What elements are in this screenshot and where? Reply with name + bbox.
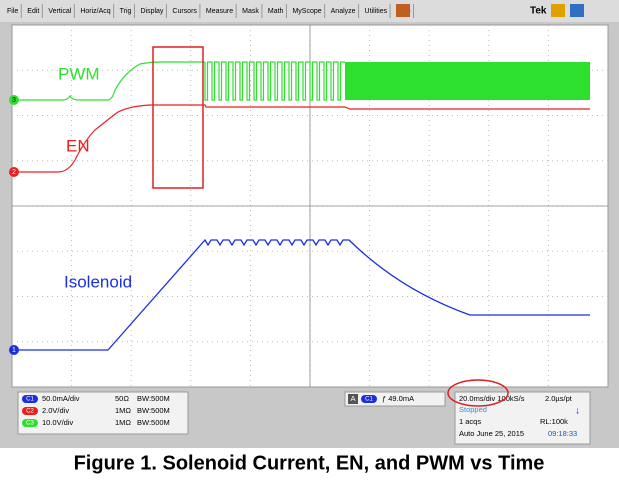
menu-item[interactable]: MyScope — [292, 8, 321, 15]
caption: Figure 1. Solenoid Current, EN, and PWM … — [74, 452, 545, 474]
channel-panel — [17, 391, 189, 435]
pwm-pulses — [204, 61, 345, 101]
channel-bw: BW:500M — [137, 418, 170, 427]
acq-panel — [454, 391, 591, 445]
menu-item[interactable]: Measure — [206, 8, 233, 15]
trigger-source-box — [361, 395, 377, 403]
acq-state: Stopped — [459, 405, 487, 414]
c1-marker — [9, 345, 19, 355]
menu-item[interactable]: Analyze — [331, 8, 356, 15]
menu-item[interactable]: Math — [268, 8, 284, 15]
menu-item[interactable]: Trig — [120, 8, 132, 15]
menu-item[interactable]: Display — [140, 8, 163, 15]
trigger-level: ƒ 49.0mA — [382, 394, 414, 403]
channel-impedance: 50Ω — [115, 394, 129, 403]
record-length: RL:100k — [540, 417, 568, 426]
highlight-ellipse — [447, 379, 509, 407]
channel-badge — [22, 407, 38, 415]
c2-marker-text: 2 — [12, 169, 16, 176]
menu-item[interactable]: File — [7, 8, 18, 15]
minimize-button[interactable] — [551, 4, 565, 17]
channel-scale: 50.0mA/div — [42, 394, 80, 403]
stop-arrow: ↓ — [575, 406, 580, 417]
trigger-source: C1 — [365, 397, 373, 403]
menu: File Edit Vertical Horiz/Acq Trig Display Curs… — [7, 4, 415, 18]
channel-badge — [22, 395, 38, 403]
timebase: 20.0ms/div 100kS/s — [459, 394, 525, 403]
channel-id: C2 — [26, 409, 34, 415]
date: Auto June 25, 2015 — [459, 429, 524, 438]
channel-impedance: 1MΩ — [115, 406, 131, 415]
channel-scale: 2.0V/div — [42, 406, 69, 415]
channel-bw: BW:500M — [137, 406, 170, 415]
resolution: 2.0µs/pt — [545, 394, 573, 403]
channels: C1 50.0mA/div 50Ω BW:500M C2 2.0V/div 1MΩ BW:50… — [22, 394, 170, 427]
channel-badge — [22, 419, 38, 427]
en-label: EN — [66, 136, 90, 155]
menu-bar — [0, 0, 619, 22]
highlight-box — [152, 46, 204, 189]
menu-item[interactable]: Edit — [27, 8, 39, 15]
c2-marker — [9, 167, 19, 177]
channel-bw: BW:500M — [137, 394, 170, 403]
c3-marker-text: 3 — [12, 97, 16, 104]
menu-item[interactable]: Utilities — [365, 8, 388, 15]
pwm-trace — [12, 61, 205, 101]
acq-count: 1 acqs — [459, 417, 481, 426]
c3-marker — [9, 95, 19, 105]
menu-item[interactable]: Vertical — [48, 8, 71, 15]
menu-dropdown[interactable] — [396, 4, 410, 17]
close-button[interactable] — [570, 4, 584, 17]
en-trace — [12, 104, 590, 173]
brand: Tek — [530, 6, 547, 17]
menu-item[interactable]: Horiz/Acq — [80, 8, 110, 15]
time: 09:18:33 — [548, 429, 577, 438]
pwm-dense — [345, 62, 590, 100]
c1-marker-text: 1 — [12, 347, 16, 354]
menu-item[interactable]: Cursors — [172, 8, 197, 15]
channel-impedance: 1MΩ — [115, 418, 131, 427]
trigger-mode: A — [350, 394, 355, 403]
pwm-label: PWM — [58, 64, 100, 83]
channel-id: C3 — [26, 421, 34, 427]
channel-id: C1 — [26, 397, 34, 403]
current-label: Isolenoid — [64, 272, 132, 291]
trigger-mode-box — [348, 394, 358, 404]
current-trace — [12, 238, 590, 351]
menu-item[interactable]: Mask — [242, 8, 259, 15]
channel-scale: 10.0V/div — [42, 418, 74, 427]
